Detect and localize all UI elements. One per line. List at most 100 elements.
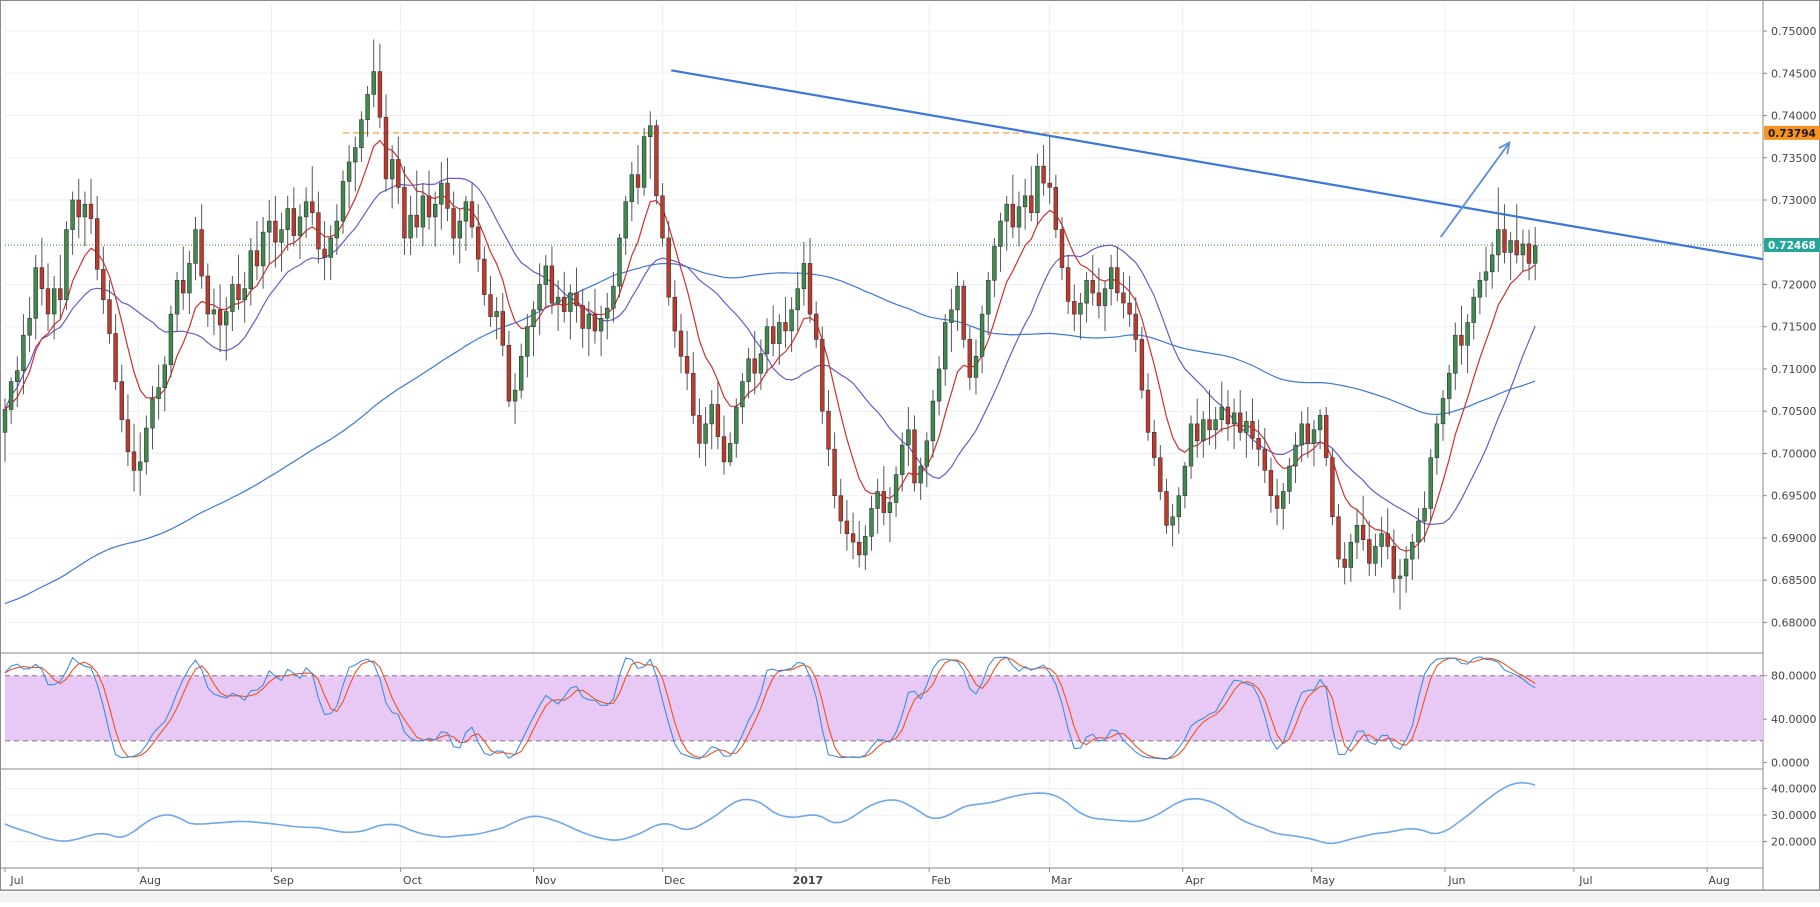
candle-body xyxy=(82,203,88,218)
candle-body xyxy=(820,339,825,412)
candle-body xyxy=(807,263,813,315)
candle-body xyxy=(51,288,57,315)
candle-body xyxy=(998,220,1003,247)
candle-body xyxy=(8,381,14,410)
stoch-k-line xyxy=(4,656,1536,760)
trendline xyxy=(671,69,1764,261)
candle-body xyxy=(463,201,469,222)
candle-body xyxy=(893,474,899,503)
candle-body xyxy=(936,368,942,402)
candle-body xyxy=(236,284,241,300)
candle-body xyxy=(1360,524,1366,540)
candle-body xyxy=(1483,271,1489,281)
candle-body xyxy=(746,358,751,382)
candle-body xyxy=(967,339,973,378)
candle-body xyxy=(500,311,505,346)
candle-body xyxy=(488,294,493,317)
candle-body xyxy=(33,267,38,319)
time-tick-label: Jun xyxy=(1447,874,1465,887)
candle-body xyxy=(1410,541,1415,560)
candle-body xyxy=(949,309,954,323)
candle-body xyxy=(1311,429,1317,444)
adx-line xyxy=(4,781,1536,845)
projection-arrow xyxy=(1439,142,1511,238)
candle-body xyxy=(248,250,253,289)
candle-body xyxy=(555,296,561,304)
candle-body xyxy=(789,309,794,332)
candle-body xyxy=(39,267,45,290)
candle-body xyxy=(316,212,321,250)
candle-body xyxy=(1047,182,1052,188)
candle-body xyxy=(574,292,579,306)
candle-body xyxy=(598,317,604,332)
candle-body xyxy=(402,187,407,239)
candle-body xyxy=(1041,165,1046,184)
candle-body xyxy=(414,214,419,228)
candle-body xyxy=(1422,508,1427,522)
candle-body xyxy=(992,246,997,281)
ma-slow-line xyxy=(4,262,1536,605)
time-tick-label: Feb xyxy=(931,874,950,887)
candle-body xyxy=(1250,421,1255,439)
candle-body xyxy=(1416,520,1421,543)
stoch-tick-label: 0.0000 xyxy=(1771,757,1810,770)
stoch-band xyxy=(5,675,1763,741)
candle-body xyxy=(512,389,518,402)
candle-body xyxy=(1274,495,1280,509)
candle-body xyxy=(1072,301,1077,315)
candle-body xyxy=(291,208,296,236)
candle-body xyxy=(193,229,198,264)
candle-body xyxy=(1201,419,1206,442)
candle-body xyxy=(95,218,100,270)
candle-body xyxy=(346,161,352,182)
candle-body xyxy=(383,116,389,180)
candle-body xyxy=(930,400,936,442)
candle-body xyxy=(525,326,530,357)
price-tick-label: 0.68000 xyxy=(1771,616,1817,629)
candle-body xyxy=(727,442,733,463)
candle-body xyxy=(1127,302,1132,315)
candle-body xyxy=(1016,206,1022,228)
candle-body xyxy=(869,508,874,537)
candle-body xyxy=(703,423,708,444)
candle-body xyxy=(1336,516,1341,560)
candle-body xyxy=(1287,465,1292,492)
candle-body xyxy=(1188,423,1194,467)
price-badge-0 xyxy=(1764,125,1820,140)
time-tick-label: Nov xyxy=(535,874,557,887)
candle-body xyxy=(549,265,555,304)
candle-body xyxy=(623,201,628,239)
candle-body xyxy=(881,491,887,513)
projection-arrowhead xyxy=(1498,140,1511,155)
candle-body xyxy=(1133,313,1138,340)
adx-tick-label: 30.0000 xyxy=(1771,809,1817,822)
price-tick-label: 0.72000 xyxy=(1771,278,1817,291)
price-tick-label: 0.69500 xyxy=(1771,490,1817,503)
candle-body xyxy=(1403,558,1409,577)
candle-body xyxy=(1225,406,1231,425)
candle-body xyxy=(801,263,807,289)
candle-body xyxy=(1145,389,1151,433)
candle-body xyxy=(795,288,800,311)
candle-body xyxy=(76,199,81,218)
candle-body xyxy=(1514,240,1519,256)
candle-body xyxy=(1035,165,1040,213)
candle-body xyxy=(518,355,524,391)
candle-body xyxy=(1526,243,1532,264)
candle-body xyxy=(1059,229,1065,268)
candle-body xyxy=(1262,448,1268,471)
candle-body xyxy=(396,159,401,188)
candle-body xyxy=(303,201,309,218)
time-tick-label: Jul xyxy=(1578,874,1592,887)
candle-body xyxy=(88,203,94,219)
candle-body xyxy=(543,265,549,285)
candle-body xyxy=(1385,533,1390,547)
candle-body xyxy=(1324,415,1329,458)
candle-body xyxy=(875,491,880,509)
candle-body xyxy=(1078,302,1083,315)
candle-body xyxy=(1195,423,1200,442)
candle-body xyxy=(205,275,210,315)
candle-body xyxy=(242,288,247,301)
candle-body xyxy=(1459,334,1464,346)
time-tick-label: Aug xyxy=(1708,874,1729,887)
